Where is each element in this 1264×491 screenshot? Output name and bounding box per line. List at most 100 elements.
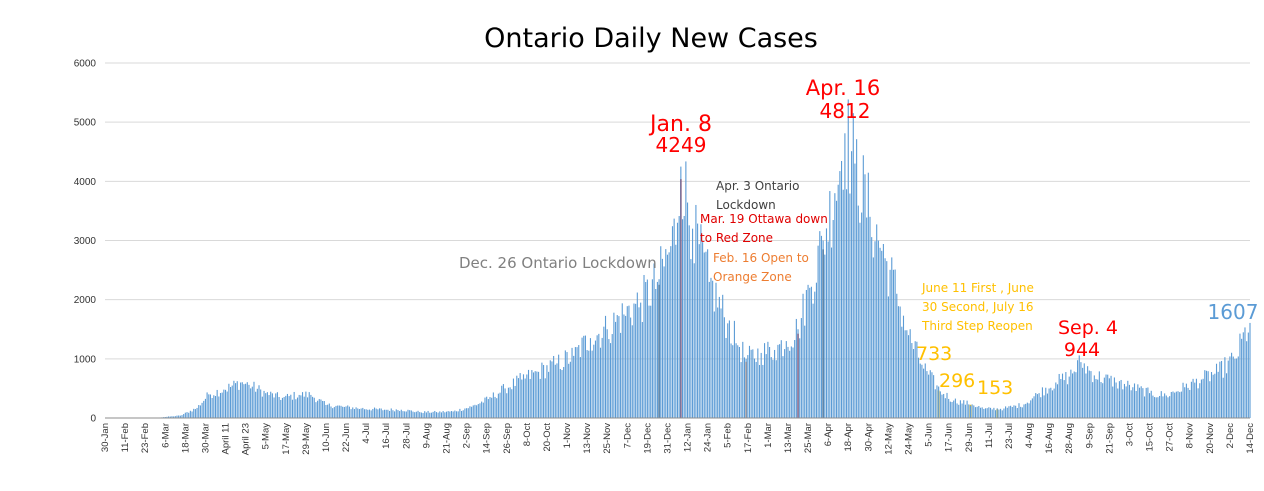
bar xyxy=(872,257,874,418)
bar xyxy=(1041,387,1043,418)
x-tick-label: 8-Nov xyxy=(1185,423,1196,449)
bar xyxy=(240,382,242,418)
bar xyxy=(934,389,936,418)
bar xyxy=(325,404,327,418)
bar xyxy=(501,385,503,418)
bar xyxy=(228,383,230,418)
bar xyxy=(923,368,925,418)
bar xyxy=(248,384,250,418)
bar xyxy=(963,400,965,418)
bar xyxy=(1232,356,1234,418)
bar xyxy=(405,411,407,418)
bar xyxy=(198,405,200,418)
bar xyxy=(373,407,376,418)
bar xyxy=(588,350,590,418)
bar xyxy=(626,306,628,418)
bar xyxy=(827,241,829,418)
bar xyxy=(650,305,652,418)
annotation-jan8-date: Jan. 8 xyxy=(648,112,712,137)
bar xyxy=(663,266,665,418)
bar xyxy=(1154,397,1156,418)
bar xyxy=(472,405,474,418)
bar xyxy=(971,404,973,418)
bar xyxy=(430,412,432,418)
y-tick-label: 3000 xyxy=(74,236,97,247)
bar xyxy=(797,329,799,418)
x-tick-label: 5-May xyxy=(261,423,272,450)
bar xyxy=(856,139,858,418)
bar xyxy=(1155,397,1157,418)
bar xyxy=(832,220,834,418)
bar xyxy=(521,379,523,418)
bar xyxy=(380,408,382,418)
bar xyxy=(507,387,509,418)
bar xyxy=(303,396,305,418)
bar xyxy=(941,394,943,418)
bar xyxy=(956,403,958,418)
bar xyxy=(496,398,498,418)
x-tick-label: 18-Apr xyxy=(843,423,854,452)
bar xyxy=(904,330,906,418)
bar xyxy=(235,383,237,418)
bar xyxy=(529,378,531,418)
bar xyxy=(919,363,921,418)
bar xyxy=(350,409,352,418)
bar xyxy=(912,349,915,418)
x-tick-label: 16-Jul xyxy=(381,423,392,449)
x-tick-label: 24-May xyxy=(904,423,915,455)
bar xyxy=(1070,369,1072,418)
bar xyxy=(384,409,386,418)
annotation-june-line1: June 11 First , June xyxy=(921,281,1034,295)
bar xyxy=(882,243,884,418)
x-tick-label: 30-Apr xyxy=(863,423,874,452)
bar xyxy=(959,400,961,418)
bar xyxy=(705,251,707,418)
bar xyxy=(313,397,315,418)
bar xyxy=(661,258,663,418)
bar xyxy=(556,363,558,418)
bar xyxy=(723,317,725,418)
bar xyxy=(474,404,476,418)
x-tick-label: April 23 xyxy=(241,423,252,455)
bar xyxy=(819,231,821,418)
bar xyxy=(894,269,896,418)
bar xyxy=(753,358,756,418)
bar xyxy=(178,415,180,418)
bar xyxy=(358,409,360,418)
bar xyxy=(643,274,645,418)
bar xyxy=(613,312,615,418)
bar xyxy=(189,410,191,418)
bar xyxy=(844,133,846,419)
bar xyxy=(382,410,384,418)
bar xyxy=(340,405,342,418)
bar xyxy=(168,416,170,418)
bar xyxy=(367,409,369,418)
bar xyxy=(1165,395,1167,418)
bar xyxy=(921,364,923,418)
bar xyxy=(1234,358,1236,418)
bar xyxy=(996,408,998,418)
bar xyxy=(1036,394,1038,418)
bar xyxy=(743,357,746,418)
bar xyxy=(1214,373,1216,418)
bar xyxy=(511,389,513,418)
bar xyxy=(201,402,203,418)
bar xyxy=(394,411,396,418)
bar xyxy=(310,394,312,418)
bar xyxy=(735,343,737,418)
bar xyxy=(829,191,831,418)
bar xyxy=(390,408,392,418)
bar xyxy=(693,263,695,418)
bar xyxy=(854,163,856,418)
bar xyxy=(1217,371,1219,418)
bar xyxy=(509,387,511,418)
bar xyxy=(1088,370,1090,418)
bar xyxy=(685,161,687,418)
bar xyxy=(516,375,518,418)
bar xyxy=(399,411,401,418)
bar xyxy=(1182,382,1184,418)
bar xyxy=(988,407,990,418)
bar xyxy=(752,349,754,418)
x-tick-label: 14-Sep xyxy=(482,423,493,454)
bar xyxy=(246,382,248,418)
